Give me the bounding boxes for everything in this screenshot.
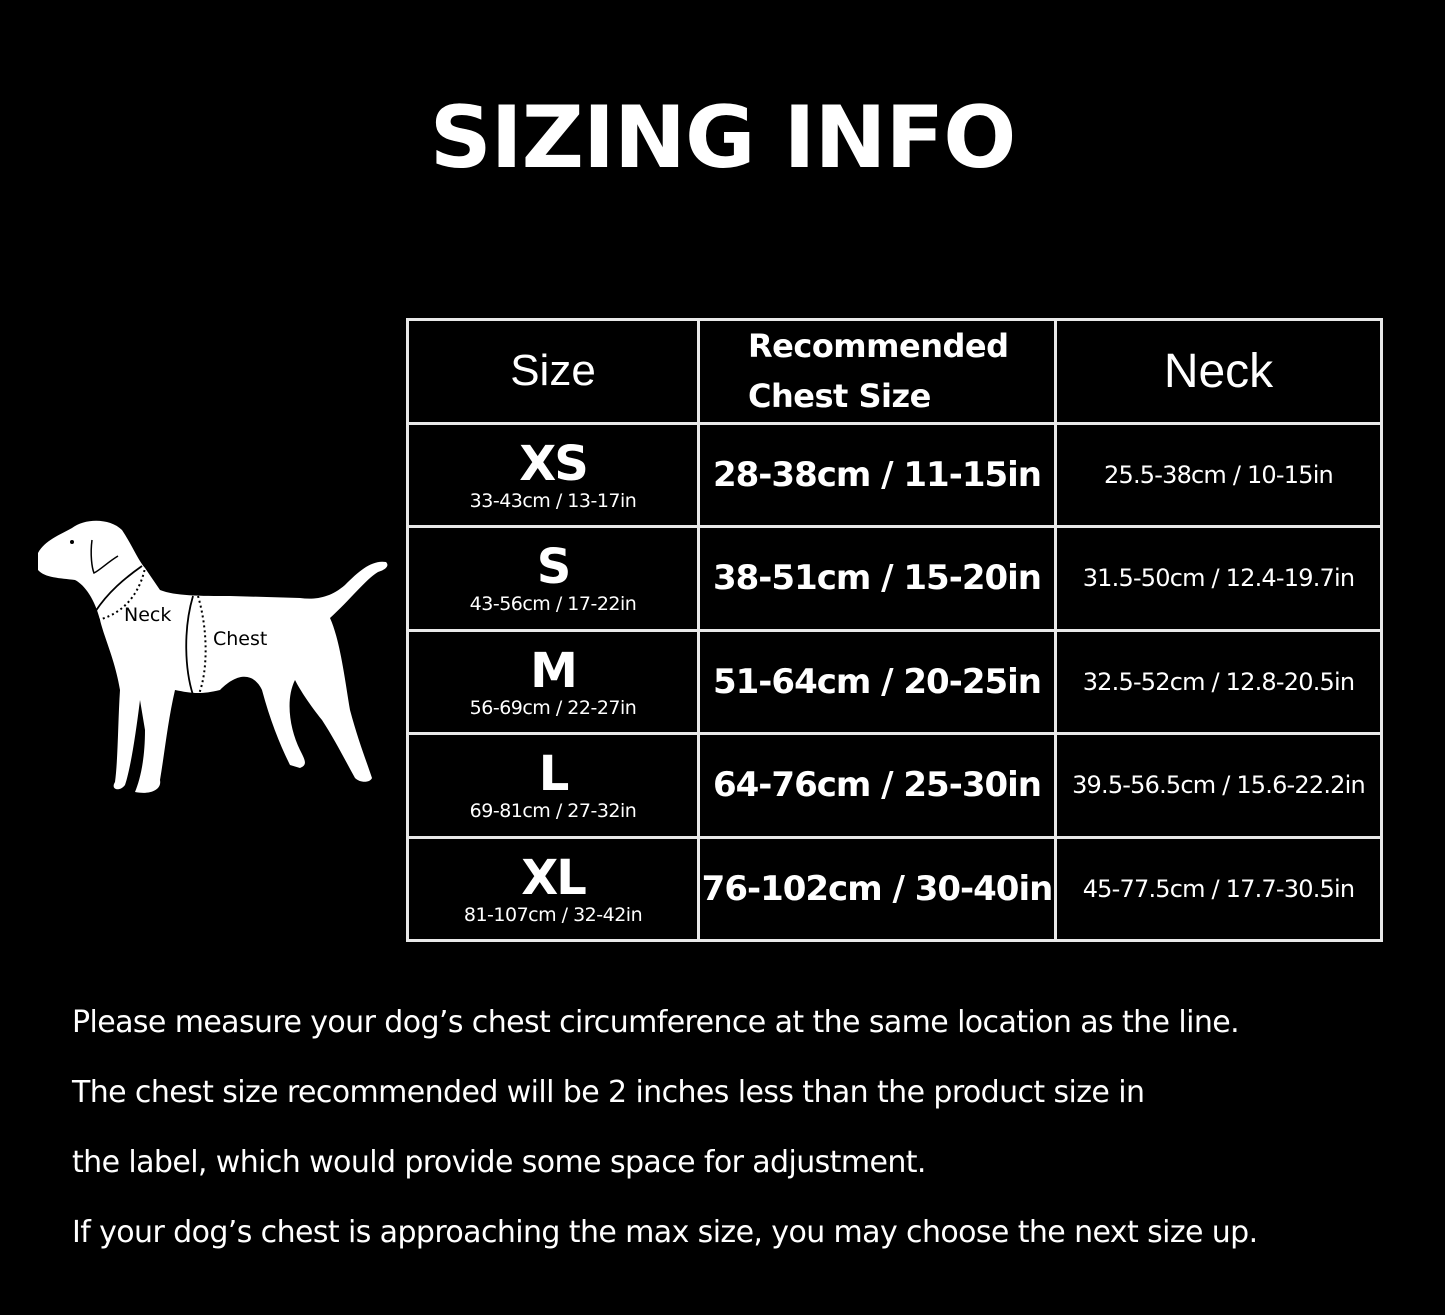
size-cell: M 56-69cm / 22-27in bbox=[406, 628, 700, 735]
neck-cell: 32.5-52cm / 12.8-20.5in bbox=[1054, 628, 1383, 735]
page-title: SIZING INFO bbox=[429, 88, 1017, 188]
chest-dotted-line bbox=[197, 595, 207, 695]
table-row: XL 81-107cm / 32-42in 76-102cm / 30-40in … bbox=[406, 835, 1383, 942]
chest-cell: 64-76cm / 25-30in bbox=[697, 732, 1057, 839]
size-range: 33-43cm / 13-17in bbox=[469, 489, 637, 512]
dog-eye bbox=[70, 540, 74, 544]
header-chest-line1: Recommended bbox=[748, 327, 1009, 366]
neck-cell: 45-77.5cm / 17.7-30.5in bbox=[1054, 835, 1383, 942]
size-label: M bbox=[530, 642, 578, 699]
size-label: XS bbox=[519, 435, 589, 492]
size-cell: L 69-81cm / 27-32in bbox=[406, 732, 700, 839]
chest-cell: 51-64cm / 20-25in bbox=[697, 628, 1057, 735]
header-chest-line2: Chest Size bbox=[748, 377, 931, 416]
dog-ear bbox=[90, 539, 119, 575]
table-row: S 43-56cm / 17-22in 38-51cm / 15-20in 31.… bbox=[406, 525, 1383, 632]
sizing-table: Size Recommended Chest Size Neck XS 33-43c… bbox=[406, 318, 1383, 942]
table-header-row: Size Recommended Chest Size Neck bbox=[406, 318, 1383, 425]
chest-cell: 28-38cm / 11-15in bbox=[697, 421, 1057, 528]
size-cell: XL 81-107cm / 32-42in bbox=[406, 835, 700, 942]
header-chest: Recommended Chest Size bbox=[697, 318, 1057, 425]
note-line: the label, which would provide some spac… bbox=[72, 1145, 926, 1180]
size-cell: S 43-56cm / 17-22in bbox=[406, 525, 700, 632]
size-range: 43-56cm / 17-22in bbox=[469, 593, 637, 616]
measurement-notes: Please measure your dog’s chest circumfe… bbox=[72, 1000, 1258, 1280]
neck-cell: 25.5-38cm / 10-15in bbox=[1054, 421, 1383, 528]
table-row: L 69-81cm / 27-32in 64-76cm / 25-30in 39.… bbox=[406, 732, 1383, 839]
neck-line bbox=[94, 565, 143, 613]
dog-measurement-diagram: Neck Chest bbox=[38, 520, 388, 793]
table-row: XS 33-43cm / 13-17in 28-38cm / 11-15in 25… bbox=[406, 421, 1383, 528]
size-label: XL bbox=[521, 849, 587, 906]
neck-cell: 39.5-56.5cm / 15.6-22.2in bbox=[1054, 732, 1383, 839]
size-label: L bbox=[538, 746, 570, 803]
table-row: M 56-69cm / 22-27in 51-64cm / 20-25in 32.… bbox=[406, 628, 1383, 735]
chest-cell: 76-102cm / 30-40in bbox=[697, 835, 1057, 942]
size-range: 56-69cm / 22-27in bbox=[469, 696, 637, 719]
chest-label: Chest bbox=[213, 628, 267, 650]
header-size: Size bbox=[406, 318, 700, 425]
chest-line bbox=[185, 595, 194, 696]
size-range: 81-107cm / 32-42in bbox=[463, 903, 643, 926]
chest-cell: 38-51cm / 15-20in bbox=[697, 525, 1057, 632]
neck-dotted-line bbox=[97, 567, 146, 621]
dog-silhouette bbox=[38, 520, 388, 793]
note-line: If your dog’s chest is approaching the m… bbox=[72, 1215, 1258, 1250]
header-neck: Neck bbox=[1054, 318, 1383, 425]
neck-label: Neck bbox=[124, 604, 171, 626]
note-line: Please measure your dog’s chest circumfe… bbox=[72, 1005, 1240, 1040]
size-range: 69-81cm / 27-32in bbox=[469, 800, 637, 823]
neck-cell: 31.5-50cm / 12.4-19.7in bbox=[1054, 525, 1383, 632]
size-label: S bbox=[536, 539, 572, 596]
note-line: The chest size recommended will be 2 inc… bbox=[72, 1075, 1145, 1110]
size-cell: XS 33-43cm / 13-17in bbox=[406, 421, 700, 528]
